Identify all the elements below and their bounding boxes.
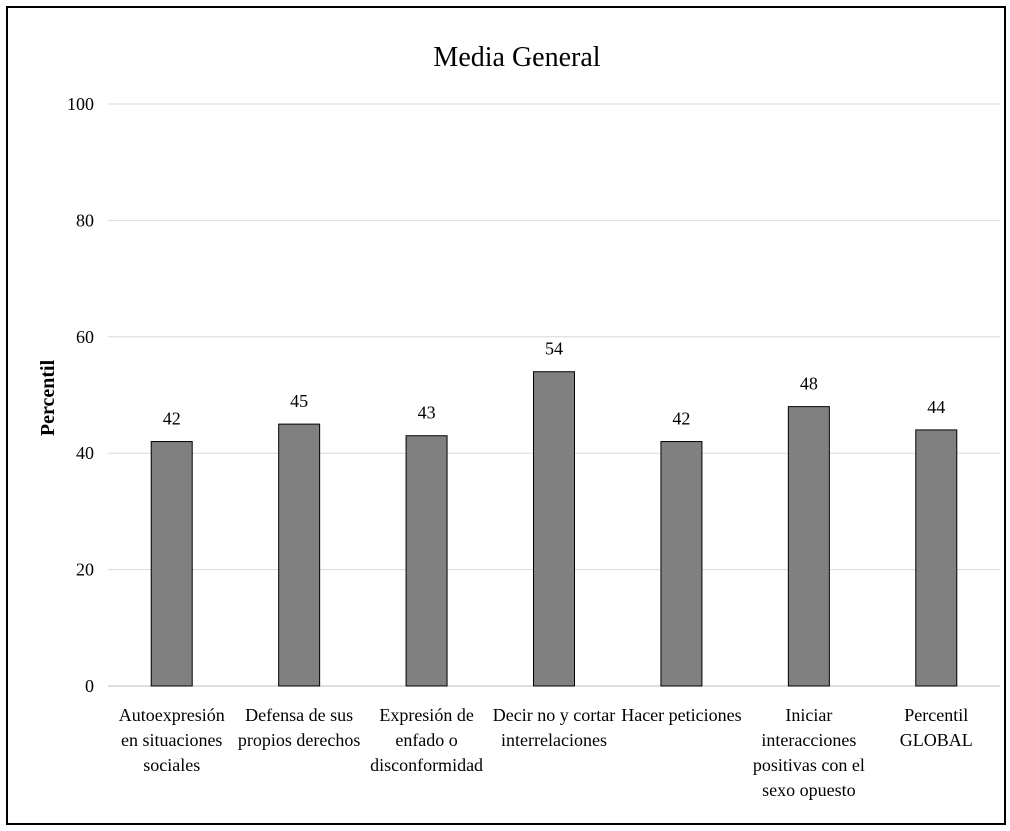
y-tick-label: 40: [76, 443, 94, 463]
x-tick-label: Expresión de enfado o disconformidad: [370, 705, 483, 775]
x-tick-label: Decir no y cortar interrelaciones: [493, 705, 615, 750]
x-tick-label: Defensa de sus propios derechos: [238, 705, 360, 750]
y-tick-label: 20: [76, 560, 94, 580]
data-label: 45: [290, 391, 308, 411]
data-label: 48: [800, 374, 818, 394]
category-labels: Autoexpresión en situaciones sociales Defen…: [119, 705, 973, 800]
y-tick-label: 80: [76, 210, 94, 230]
bar: [405, 435, 448, 687]
x-tick-label: Autoexpresión en situaciones sociales: [119, 705, 225, 775]
x-tick-label: Percentil GLOBAL: [900, 705, 973, 750]
y-axis-ticks: 0 20 40 60 80 100: [67, 94, 94, 696]
y-tick-label: 0: [85, 676, 94, 696]
y-axis-label: Percentil: [37, 359, 59, 436]
chart-frame: Media General Percentil 0 20 40 60 80 100 42 4…: [6, 6, 1006, 825]
data-labels: 42 45 43 54 42 48 44: [163, 339, 946, 429]
bar: [150, 441, 193, 687]
x-tick-label: Iniciar interacciones positivas con el sexo…: [753, 705, 865, 800]
bar: [787, 406, 830, 687]
data-label: 54: [545, 339, 563, 359]
data-label: 44: [927, 397, 945, 417]
x-tick-label: Hacer peticiones: [621, 705, 741, 725]
bars: [150, 371, 958, 687]
data-label: 43: [418, 403, 436, 423]
bar: [915, 429, 958, 687]
y-tick-label: 60: [76, 327, 94, 347]
bar: [278, 423, 321, 687]
bar: [660, 441, 703, 687]
chart-title: Media General: [433, 42, 600, 73]
data-label: 42: [163, 409, 181, 429]
y-tick-label: 100: [67, 94, 94, 114]
bar: [533, 371, 575, 687]
data-label: 42: [672, 409, 690, 429]
